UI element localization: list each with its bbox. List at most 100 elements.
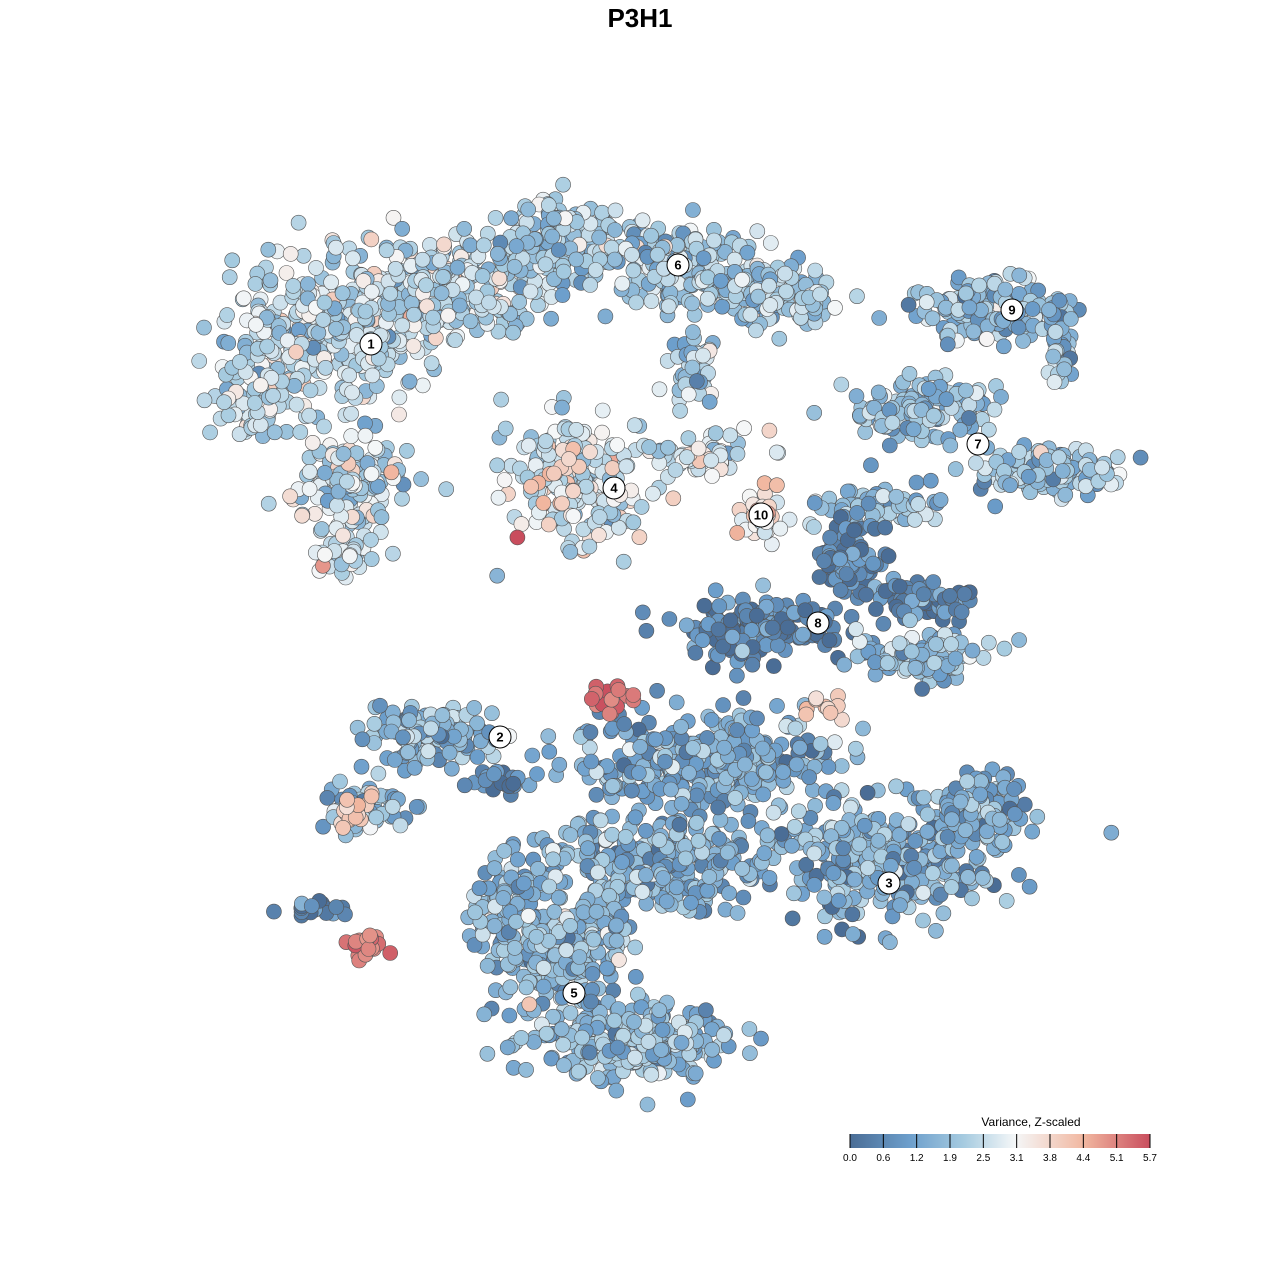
cell-point xyxy=(420,743,437,760)
cluster-label-10: 10 xyxy=(748,502,774,528)
cell-point xyxy=(974,870,991,886)
cell-point xyxy=(660,439,676,456)
cell-point xyxy=(582,444,598,460)
cell-point xyxy=(607,222,623,238)
cell-point xyxy=(722,427,739,444)
cell-point xyxy=(832,582,849,599)
cell-point xyxy=(440,307,457,324)
cell-point xyxy=(849,505,865,521)
cell-point xyxy=(947,461,964,477)
cell-point xyxy=(363,788,380,805)
cell-point xyxy=(469,749,486,765)
cell-point xyxy=(555,263,572,280)
cell-point xyxy=(604,460,621,477)
cell-point xyxy=(684,359,701,376)
cell-point xyxy=(625,514,642,531)
cell-point xyxy=(518,311,535,327)
cell-point xyxy=(637,822,654,839)
cell-point xyxy=(300,276,316,292)
cell-point xyxy=(655,870,672,886)
cell-point xyxy=(880,548,897,564)
cell-point xyxy=(247,276,264,292)
cell-point xyxy=(706,232,722,249)
cell-point xyxy=(678,617,695,634)
cell-point xyxy=(301,407,318,424)
cell-point xyxy=(1094,459,1110,476)
cell-point xyxy=(400,744,416,761)
cell-point xyxy=(1002,477,1018,494)
cell-point xyxy=(540,197,557,213)
cell-point xyxy=(707,425,724,442)
cell-point xyxy=(341,548,358,565)
colorbar-tick-label: 1.9 xyxy=(943,1153,957,1164)
cell-point xyxy=(295,248,312,264)
cell-point xyxy=(699,730,716,746)
cell-point xyxy=(918,294,935,311)
cell-point xyxy=(879,655,896,671)
cell-point xyxy=(795,626,811,643)
cell-point xyxy=(583,753,600,770)
cell-point xyxy=(704,1041,720,1058)
cell-point xyxy=(355,273,372,289)
cell-point xyxy=(378,242,395,259)
cluster-label-text: 10 xyxy=(754,508,768,523)
cell-point xyxy=(541,878,558,895)
cell-point xyxy=(651,832,668,848)
cell-point xyxy=(363,551,380,567)
cell-point xyxy=(734,643,751,659)
chart-title: P3H1 xyxy=(607,3,672,33)
colorbar-tick-label: 3.8 xyxy=(1043,1153,1057,1164)
cell-point xyxy=(756,845,773,862)
cell-point xyxy=(520,201,537,218)
cell-point xyxy=(684,295,701,312)
cell-point xyxy=(363,466,380,482)
cell-point xyxy=(632,738,649,755)
cell-point xyxy=(701,393,718,410)
cell-point xyxy=(821,632,838,649)
cell-point xyxy=(729,446,746,462)
cell-point xyxy=(335,445,352,462)
cell-point xyxy=(638,867,654,883)
cell-point xyxy=(960,869,976,885)
cell-point xyxy=(252,377,269,394)
cell-point xyxy=(749,710,765,727)
cell-point xyxy=(651,381,668,398)
cell-point xyxy=(555,176,571,193)
colorbar-gradient xyxy=(850,1134,1150,1148)
cluster-label-6: 6 xyxy=(666,253,690,277)
cell-point xyxy=(859,784,876,801)
cell-point xyxy=(845,926,861,942)
cell-point xyxy=(343,405,359,422)
cell-point xyxy=(1046,374,1063,390)
cell-point xyxy=(973,773,989,790)
cell-point xyxy=(313,521,330,537)
cell-point xyxy=(263,369,280,386)
cell-point xyxy=(1045,348,1061,365)
cell-point xyxy=(701,869,718,885)
cell-point xyxy=(820,759,837,775)
cell-point xyxy=(1051,449,1067,466)
cell-point xyxy=(615,553,632,570)
colorbar-tick-label: 2.5 xyxy=(976,1153,990,1164)
cell-point xyxy=(645,485,661,502)
cell-point xyxy=(698,1002,714,1019)
cell-point xyxy=(910,496,927,512)
cell-point xyxy=(939,336,956,353)
cell-point xyxy=(784,910,801,927)
cell-point xyxy=(740,813,757,829)
cell-point xyxy=(394,221,411,237)
cell-point xyxy=(924,865,941,881)
cell-point xyxy=(545,210,562,227)
cell-point xyxy=(827,299,843,316)
cell-point xyxy=(357,427,374,444)
cell-point xyxy=(561,451,577,467)
cell-point xyxy=(737,756,753,773)
cell-point xyxy=(435,269,451,285)
cell-point xyxy=(901,365,918,382)
cell-point xyxy=(433,285,450,302)
cell-point xyxy=(935,905,952,922)
cell-point xyxy=(328,320,344,337)
cell-point xyxy=(755,786,772,803)
cell-point xyxy=(790,803,807,820)
cell-point xyxy=(414,377,431,394)
